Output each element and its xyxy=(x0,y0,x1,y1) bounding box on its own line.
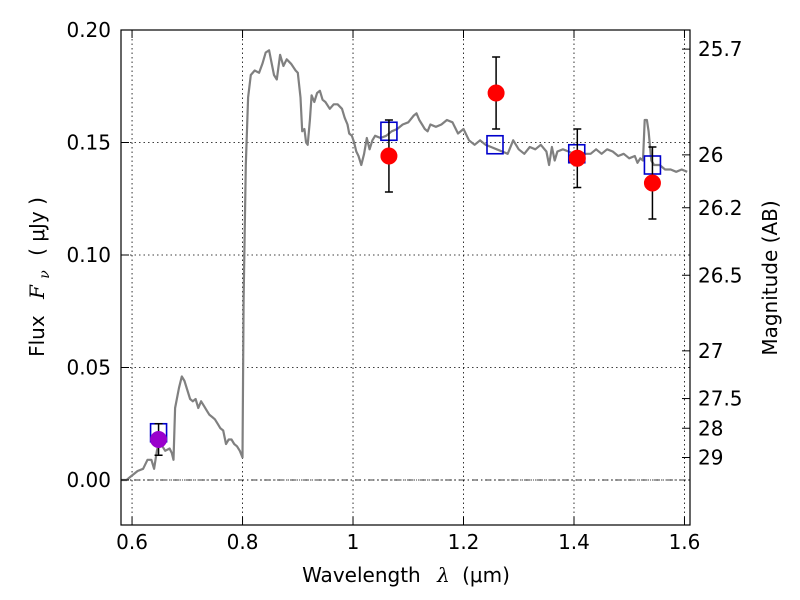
y-tick-label: 0.20 xyxy=(66,18,111,42)
photometry-point xyxy=(150,431,168,448)
x-axis-label: Wavelength λ (μm) xyxy=(302,563,510,587)
y-tick-label: 0.05 xyxy=(66,356,111,380)
y-axis-label-text: Flux xyxy=(25,315,49,357)
plot-area: 0.6 0.8 1 1.2 1.4 1.6 0.00 0.05 0.10 0.15 0.20 25.7… xyxy=(66,18,742,554)
photometry-point xyxy=(380,147,398,165)
x-tick-label: 1 xyxy=(347,530,360,554)
y2-tick-label: 27.5 xyxy=(698,387,743,411)
y2-tick-label: 26 xyxy=(698,143,723,167)
y2-tick-label: 25.7 xyxy=(698,37,743,61)
y-tick-label: 0.00 xyxy=(66,468,111,492)
y-tick-label: 0.10 xyxy=(66,243,111,267)
x-tick-label: 0.8 xyxy=(227,530,259,554)
plot-frame xyxy=(120,29,691,526)
y2-tick-label: 26.5 xyxy=(698,263,743,287)
x-tick-label: 1.2 xyxy=(448,530,480,554)
photometry-point xyxy=(487,84,505,102)
photometry-point xyxy=(643,174,661,192)
y2-axis-label: Magnitude (AB) xyxy=(758,200,782,355)
x-tick-label: 1.4 xyxy=(558,530,590,554)
y2-tick-label: 29 xyxy=(698,446,723,470)
x-axis-label-text: Wavelength xyxy=(302,563,421,587)
y-axis-label-subscript: ν xyxy=(37,270,53,279)
x-tick-label: 1.6 xyxy=(669,530,701,554)
y-axis-label-symbol: F xyxy=(25,284,49,300)
x-tick-label: 0.6 xyxy=(116,530,148,554)
y2-tick-label: 27 xyxy=(698,339,723,363)
model-square-point xyxy=(486,134,504,155)
x-axis-label-unit: (μm) xyxy=(462,563,510,587)
x-axis-label-symbol: λ xyxy=(436,563,450,587)
y-axis-label: Flux F ν ( μJy ) xyxy=(25,197,54,357)
y2-tick-label: 26.2 xyxy=(698,196,743,220)
spectrum-line xyxy=(121,49,688,482)
photometry-point xyxy=(568,149,586,167)
y2-tick-label: 28 xyxy=(698,416,723,440)
y-axis-label-unit: ( μJy ) xyxy=(25,197,49,256)
y-tick-label: 0.15 xyxy=(66,131,111,155)
